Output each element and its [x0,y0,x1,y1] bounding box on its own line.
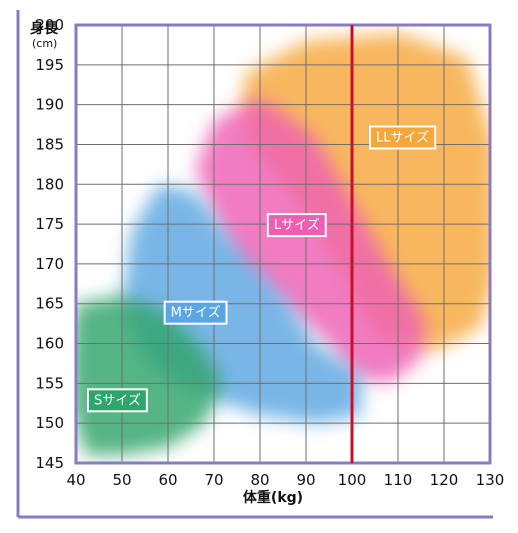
x-tick-label: 80 [250,471,269,489]
size-label-1: Lサイズ [266,213,327,238]
size-label-text: LLサイズ [376,129,429,145]
x-tick-label: 70 [204,471,223,489]
size-region-3 [76,295,224,455]
x-tick-label: 120 [430,471,459,489]
y-tick-label: 200 [35,16,64,34]
x-tick-label: 130 [476,471,505,489]
x-tick-label: 50 [112,471,131,489]
size-region-0 [241,33,490,352]
y-tick-label: 165 [35,295,64,313]
y-tick-label: 185 [35,135,64,153]
y-tick-label: 145 [35,454,64,472]
x-axis-title: 体重(kg) [243,489,303,506]
size-label-text: Sサイズ [94,392,141,408]
y-tick-label: 170 [35,255,64,273]
size-label-box [163,300,228,325]
y-tick-label: 150 [35,414,64,432]
x-tick-label: 40 [66,471,85,489]
size-region-1 [195,96,426,384]
y-axis-title: 身長 [30,20,59,37]
size-label-text: Lサイズ [274,217,320,233]
y-tick-label: 180 [35,175,64,193]
y-axis-unit: (cm) [32,37,57,50]
x-tick-label: 110 [384,471,413,489]
size-label-3: Sサイズ [86,388,148,413]
y-tick-label: 160 [35,335,64,353]
x-tick-label: 60 [158,471,177,489]
y-tick-label: 175 [35,215,64,233]
size-label-box [369,125,437,150]
size-label-box [266,213,327,238]
x-tick-label: 90 [296,471,315,489]
size-label-box [86,388,148,413]
size-label-text: Mサイズ [171,305,221,321]
y-tick-label: 190 [35,96,64,114]
y-tick-label: 195 [35,56,64,74]
size-label-0: LLサイズ [369,125,437,150]
y-tick-label: 155 [35,374,64,392]
size-label-2: Mサイズ [163,300,228,325]
plot-border [74,23,492,465]
x-tick-label: 100 [338,471,367,489]
